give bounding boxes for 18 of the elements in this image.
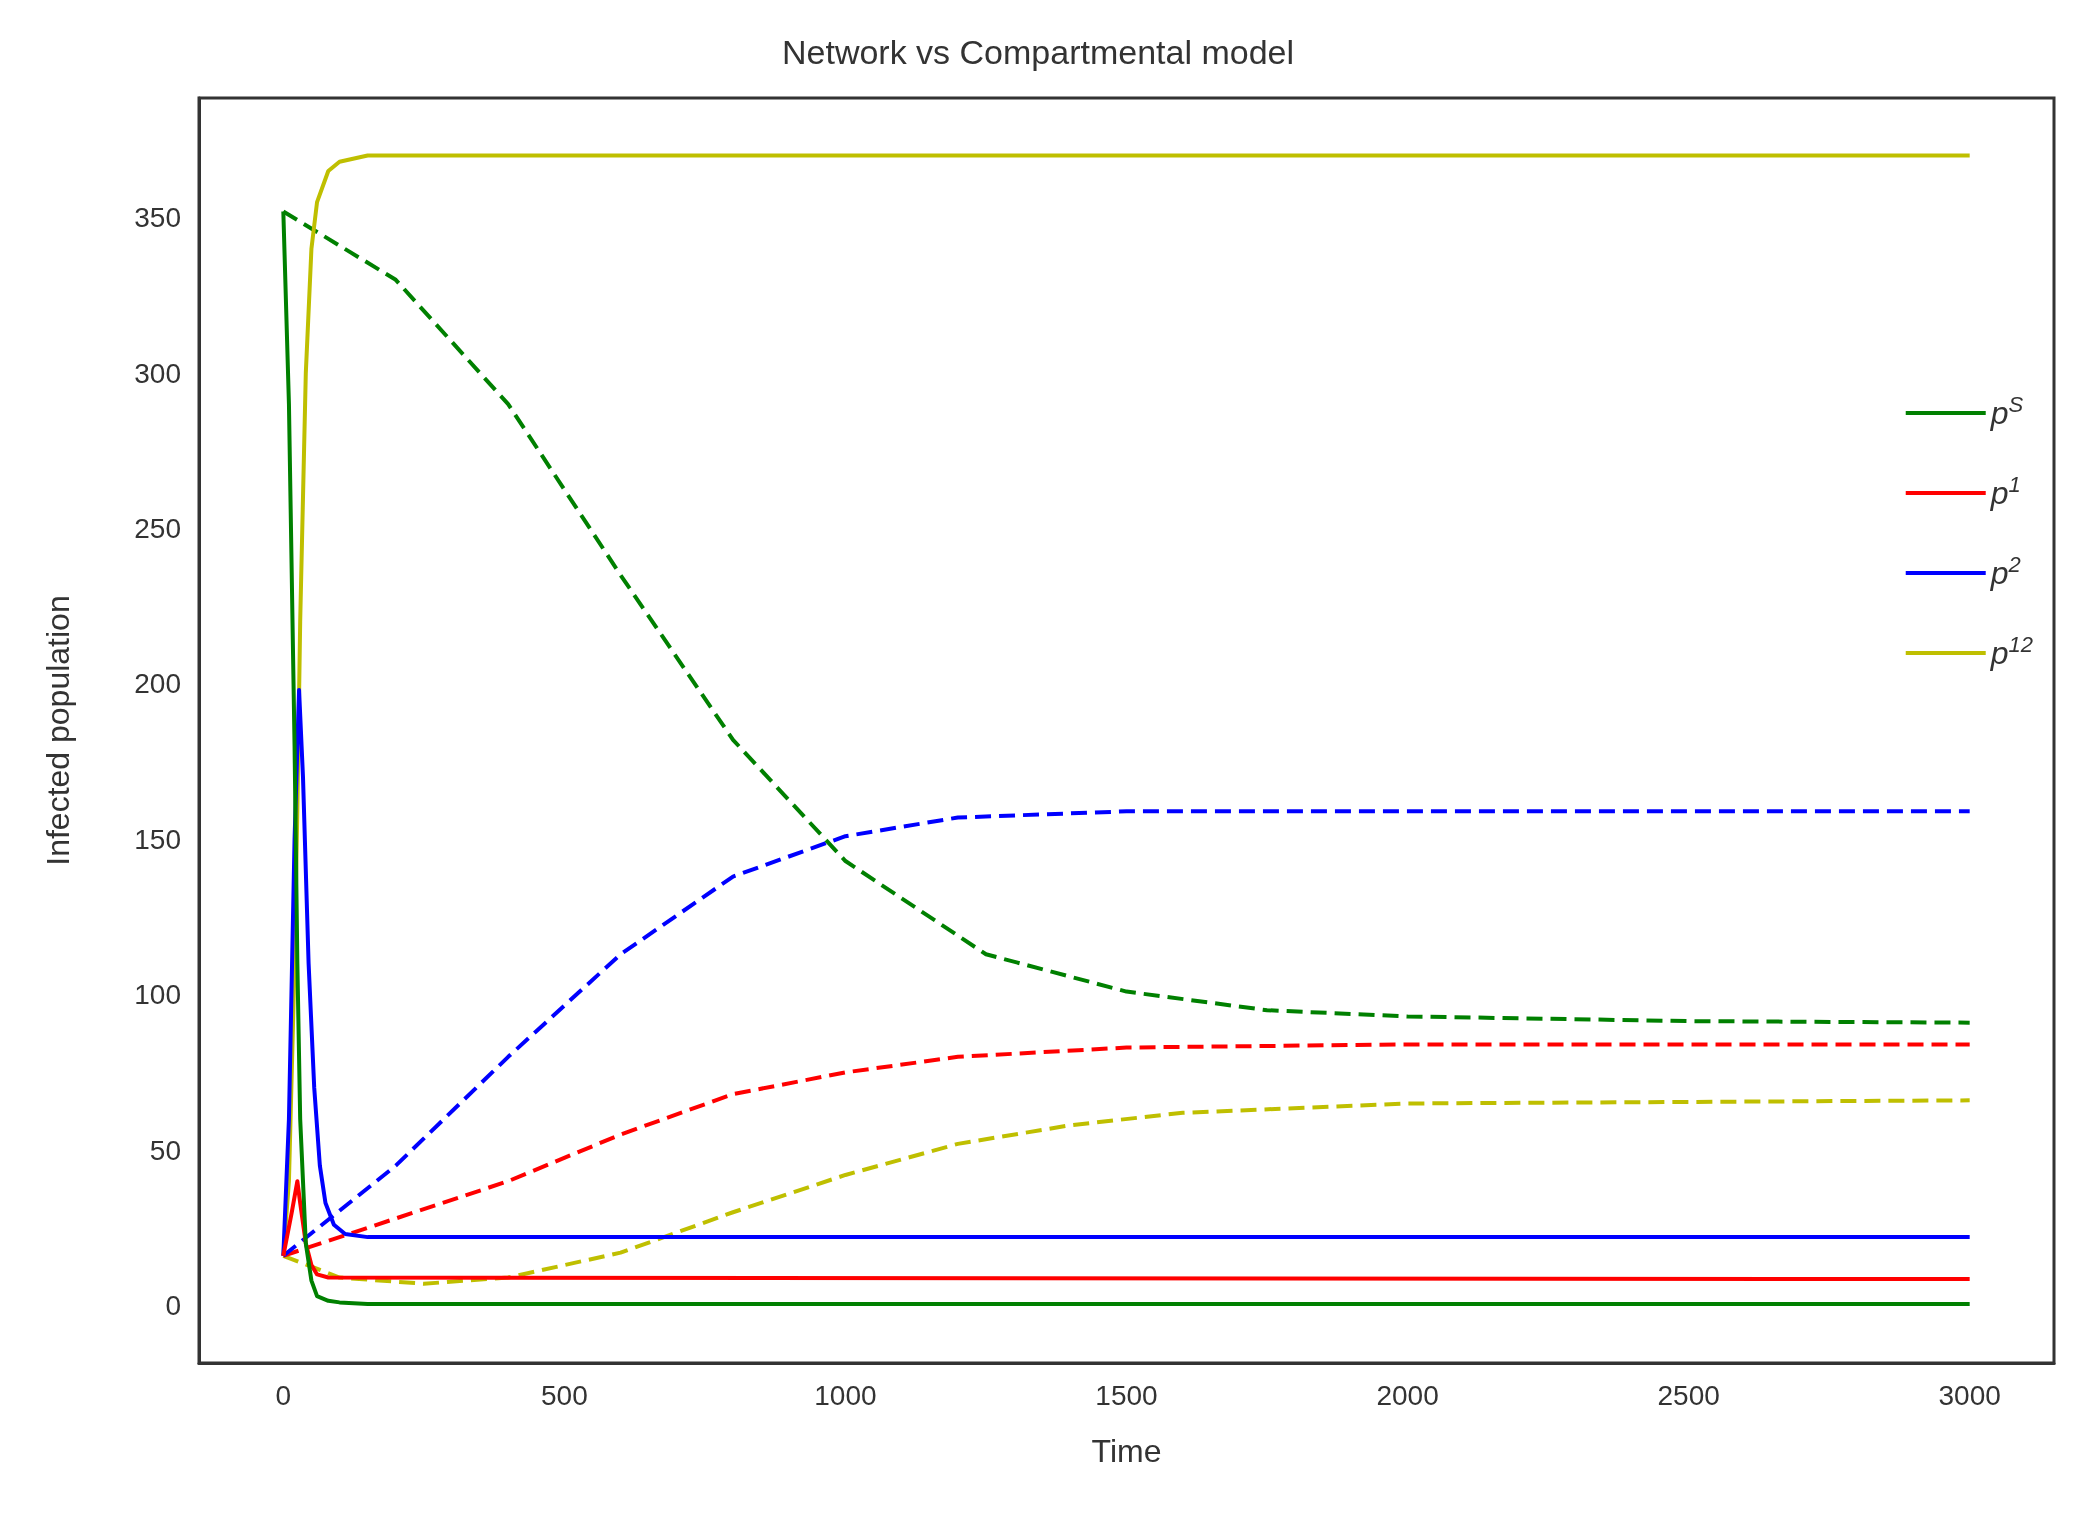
y-tick-label: 100 (134, 979, 181, 1011)
y-tick-label: 0 (165, 1290, 181, 1321)
chart-title: Network vs Compartmental model (781, 33, 1295, 71)
x-tick-label: 3000 (1938, 1379, 2001, 1411)
x-tick-label: 0 (275, 1379, 292, 1411)
x-axis-title: Time (1091, 1433, 1162, 1469)
y-tick-label: 150 (134, 823, 181, 855)
y-tick-label: 200 (134, 668, 181, 700)
x-tick-label: 500 (541, 1379, 588, 1411)
x-tick-label: 1000 (814, 1379, 877, 1411)
x-tick-label: 2500 (1657, 1379, 1720, 1411)
y-axis-title: Infected population (40, 595, 76, 866)
x-tick-label: 2000 (1376, 1379, 1439, 1411)
y-tick-label: 300 (134, 357, 181, 389)
y-tick-label: 350 (134, 202, 181, 234)
x-tick-label: 1500 (1095, 1379, 1158, 1411)
y-tick-label: 250 (134, 512, 181, 544)
y-tick-label: 50 (149, 1134, 181, 1166)
